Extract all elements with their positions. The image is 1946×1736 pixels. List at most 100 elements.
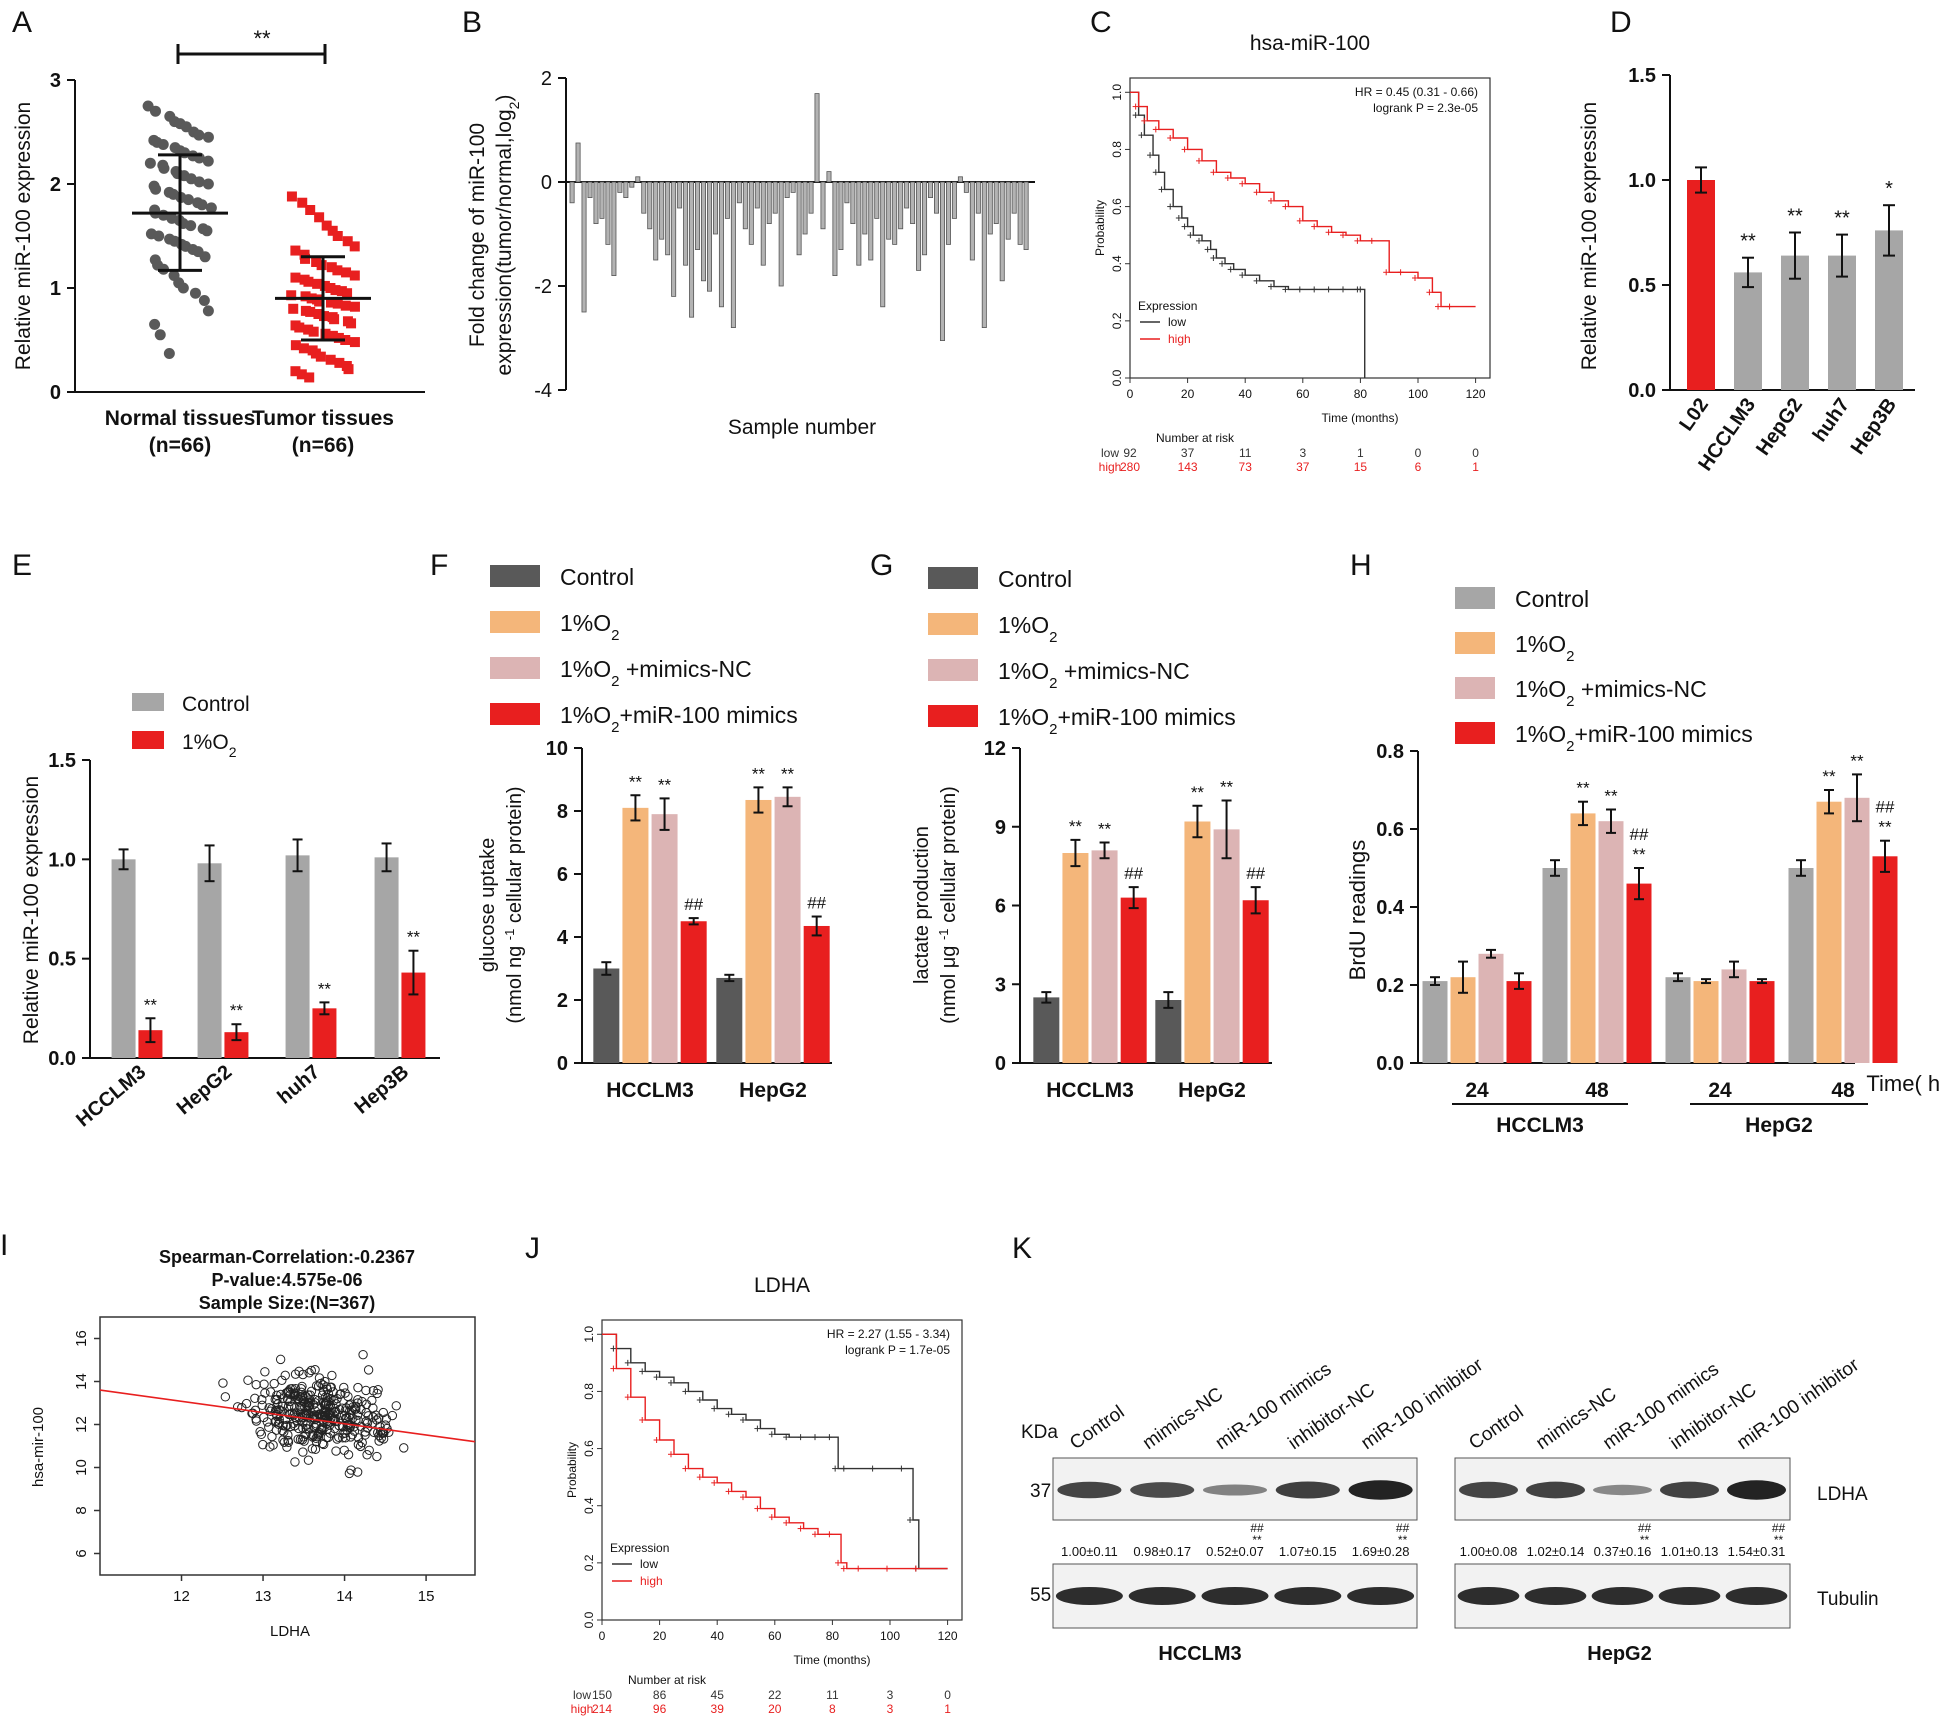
bar	[671, 181, 677, 297]
data-point	[332, 1393, 342, 1404]
y-tick-label: 0.5	[1628, 275, 1656, 297]
significance-label: ##	[1124, 864, 1143, 883]
x-tick-label: 120	[938, 1629, 958, 1643]
bar	[622, 807, 649, 1063]
y-axis-label: (nmol ng -1 cellular protein)	[502, 786, 527, 1023]
quant-value: 1.69±0.28	[1352, 1544, 1410, 1559]
data-point	[375, 1422, 385, 1432]
panel-j: LDHA HR = 2.27 (1.55 - 3.34) logrank P = 1…	[565, 1274, 963, 1716]
protein-label: Tubulin	[1817, 1589, 1879, 1610]
lane-label: Control	[1066, 1402, 1128, 1454]
panel-h: 0.00.20.40.60.824** ****##48 24******##48B…	[1345, 586, 1946, 1137]
panel-d: 0.0 0.5 1.0 1.5 Relative miR-100 expression L…	[1578, 65, 1915, 475]
x-tick-label: 14	[336, 1588, 353, 1605]
group-label: HepG2	[1587, 1643, 1651, 1665]
lane-label: Control	[1465, 1402, 1527, 1454]
risk-value: 0	[1415, 446, 1422, 460]
ldha-band	[1459, 1481, 1518, 1499]
data-point	[308, 326, 319, 337]
x-tick-label: 60	[768, 1629, 782, 1643]
bar	[774, 796, 801, 1063]
x-tick-label: 80	[826, 1629, 840, 1643]
bar	[1875, 230, 1903, 390]
legend-entry: low	[640, 1557, 658, 1571]
legend-swatch	[1455, 677, 1495, 699]
x-axis-label: Time( h )	[1866, 1071, 1946, 1096]
data-point	[372, 1388, 382, 1399]
bar	[285, 855, 310, 1058]
y-tick-label: 0.0	[582, 1611, 596, 1628]
bar	[826, 171, 832, 183]
data-point	[352, 1410, 363, 1420]
data-point	[319, 280, 330, 291]
data-point	[273, 1419, 284, 1429]
data-point	[272, 1390, 282, 1400]
panel-letter-E: E	[12, 549, 32, 582]
data-point	[343, 1391, 353, 1402]
significance-label: **	[1878, 818, 1892, 837]
bar	[701, 181, 707, 282]
significance-label: **	[318, 979, 332, 998]
data-point	[323, 1432, 334, 1443]
data-point	[304, 372, 315, 383]
data-point	[305, 205, 316, 215]
quant-value: 1.00±0.11	[1061, 1544, 1118, 1559]
data-point	[257, 1400, 267, 1411]
data-point	[320, 328, 331, 339]
data-point	[363, 1411, 374, 1421]
bar	[1626, 883, 1652, 1063]
y-tick-label: 0.8	[582, 1383, 596, 1400]
bar	[1693, 981, 1719, 1063]
data-point	[202, 155, 214, 167]
bar	[1542, 868, 1568, 1063]
data-point	[153, 230, 165, 242]
data-point	[297, 197, 308, 208]
data-point	[361, 1385, 371, 1396]
x-tick-label: 40	[711, 1629, 725, 1643]
data-point	[367, 1395, 377, 1406]
bar	[575, 142, 581, 183]
regression-line	[99, 1389, 476, 1443]
data-point	[301, 1400, 312, 1410]
legend-label: 1%O2 +mimics-NC	[998, 658, 1190, 692]
significance-label: **	[253, 26, 271, 51]
legend-label: 1%O2	[998, 612, 1057, 646]
legend-swatch	[1455, 587, 1495, 609]
data-point	[319, 1439, 329, 1450]
bar	[772, 181, 778, 214]
bar	[629, 181, 635, 188]
bar	[1011, 181, 1017, 214]
bar	[665, 181, 671, 256]
data-point	[201, 225, 213, 237]
data-point	[329, 314, 340, 325]
data-point	[325, 1420, 335, 1430]
quant-value: 1.00±0.08	[1460, 1544, 1518, 1559]
bar	[784, 181, 790, 198]
data-point	[340, 335, 351, 345]
y-tick-label: 3	[995, 974, 1006, 996]
risk-value: 214	[592, 1702, 612, 1716]
data-point	[323, 1389, 334, 1399]
data-point	[310, 1365, 320, 1375]
bar	[707, 181, 712, 292]
y-tick-label: 0.2	[582, 1554, 596, 1571]
data-point	[282, 1442, 292, 1452]
plot-frame	[1129, 77, 1491, 379]
data-point	[311, 1381, 322, 1391]
bar	[862, 181, 868, 235]
bar	[808, 181, 814, 214]
protein-label: LDHA	[1817, 1484, 1868, 1505]
panel-e: 0.0 0.5 1.0 1.5 ** HCCLM3 ** HepG2 ** huh7 ** Hep3B…	[20, 693, 440, 1131]
bar	[1023, 181, 1029, 250]
group-label: HepG2	[1745, 1114, 1813, 1137]
data-point	[278, 1393, 288, 1403]
data-point	[339, 1410, 350, 1421]
legend-label: 1%O2 +mimics-NC	[1515, 676, 1707, 710]
legend-swatch	[490, 657, 540, 679]
quant-value: 1.02±0.14	[1527, 1544, 1585, 1559]
data-point	[290, 1389, 300, 1399]
data-point	[314, 212, 325, 223]
bar	[374, 857, 399, 1058]
panel-letter-I: I	[0, 1229, 8, 1262]
x-axis-label: LDHA	[270, 1623, 310, 1640]
